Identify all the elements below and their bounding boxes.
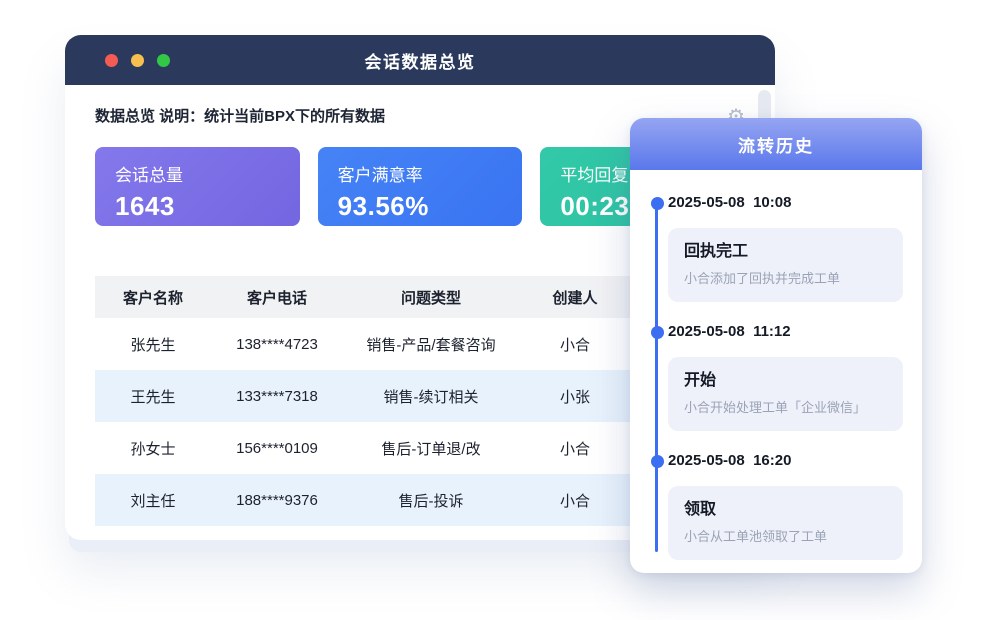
stat-card-satisfaction-rate: 客户满意率 93.56% bbox=[317, 147, 523, 226]
overview-description: 数据总览 说明：统计当前BPX下的所有数据 bbox=[95, 108, 386, 125]
cell-customer-name: 孙女士 bbox=[130, 440, 176, 458]
timeline-detail: 小合添加了回执并完成工单 bbox=[684, 271, 841, 286]
cell-creator: 小合 bbox=[559, 440, 590, 458]
stat-value: 1643 bbox=[115, 191, 175, 221]
stat-label: 客户满意率 bbox=[337, 166, 423, 185]
timeline-item: 2025-05-08 10:08 回执完工 小合添加了回执并完成工单 bbox=[651, 191, 903, 302]
timeline-detail: 小合从工单池领取了工单 bbox=[684, 529, 828, 544]
cell-creator: 小合 bbox=[559, 336, 590, 354]
timeline-event-card: 开始 小合开始处理工单「企业微信」 bbox=[668, 357, 903, 431]
col-header-customer-phone: 客户电话 bbox=[246, 289, 307, 307]
cell-customer-name: 刘主任 bbox=[130, 492, 176, 510]
cell-customer-phone: 156****0109 bbox=[236, 439, 318, 457]
stat-value: 00:23 bbox=[560, 191, 630, 221]
panel-body: 2025-05-08 10:08 回执完工 小合添加了回执并完成工单 2025-… bbox=[630, 170, 922, 573]
close-window-button[interactable] bbox=[105, 53, 118, 67]
col-header-creator: 创建人 bbox=[552, 289, 598, 307]
timeline-action: 开始 bbox=[684, 372, 717, 389]
cell-issue-type: 售后-投诉 bbox=[398, 492, 464, 510]
cell-issue-type: 售后-订单退/改 bbox=[381, 440, 481, 458]
window-title: 会话数据总览 bbox=[364, 52, 476, 72]
timeline-detail: 小合开始处理工单「企业微信」 bbox=[684, 400, 867, 415]
timeline-item: 2025-05-08 16:20 领取 小合从工单池领取了工单 bbox=[651, 449, 903, 560]
stat-card-total-sessions: 会话总量 1643 bbox=[95, 147, 300, 226]
cell-customer-phone: 133****7318 bbox=[236, 387, 318, 405]
col-header-issue-type: 问题类型 bbox=[400, 289, 461, 307]
stat-cards-row: 会话总量 1643 客户满意率 93.56% 平均回复 00:23 bbox=[95, 147, 746, 226]
stat-label: 平均回复 bbox=[560, 166, 629, 185]
timeline-line bbox=[655, 203, 658, 552]
timeline-timestamp: 2025-05-08 11:12 bbox=[651, 320, 903, 344]
cell-customer-phone: 138****4723 bbox=[236, 335, 318, 353]
stat-value: 93.56% bbox=[337, 191, 429, 221]
minimize-window-button[interactable] bbox=[131, 53, 144, 67]
timeline-timestamp: 2025-05-08 16:20 bbox=[651, 449, 903, 473]
transfer-history-panel: 流转历史 2025-05-08 10:08 回执完工 小合添加了回执并完成工单 … bbox=[630, 118, 922, 573]
timeline-timestamp: 2025-05-08 10:08 bbox=[651, 191, 903, 215]
timeline-action: 领取 bbox=[684, 501, 717, 518]
col-header-customer-name: 客户名称 bbox=[122, 289, 183, 307]
timeline-event-card: 领取 小合从工单池领取了工单 bbox=[668, 486, 903, 560]
timeline-item: 2025-05-08 11:12 开始 小合开始处理工单「企业微信」 bbox=[651, 320, 903, 431]
cell-creator: 小张 bbox=[559, 388, 590, 406]
cell-issue-type: 销售-续订相关 bbox=[383, 388, 479, 406]
timeline-action: 回执完工 bbox=[684, 243, 749, 260]
cell-creator: 小合 bbox=[559, 492, 590, 510]
cell-customer-name: 王先生 bbox=[130, 388, 176, 406]
stat-label: 会话总量 bbox=[115, 166, 183, 185]
cell-customer-name: 张先生 bbox=[130, 336, 176, 354]
maximize-window-button[interactable] bbox=[157, 53, 170, 67]
cell-issue-type: 销售-产品/套餐咨询 bbox=[366, 336, 496, 354]
cell-customer-phone: 188****9376 bbox=[236, 491, 318, 509]
traffic-lights bbox=[105, 35, 170, 85]
timeline-event-card: 回执完工 小合添加了回执并完成工单 bbox=[668, 228, 903, 302]
panel-header: 流转历史 bbox=[630, 118, 922, 170]
panel-title: 流转历史 bbox=[738, 136, 814, 156]
window-titlebar: 会话数据总览 bbox=[65, 35, 775, 85]
